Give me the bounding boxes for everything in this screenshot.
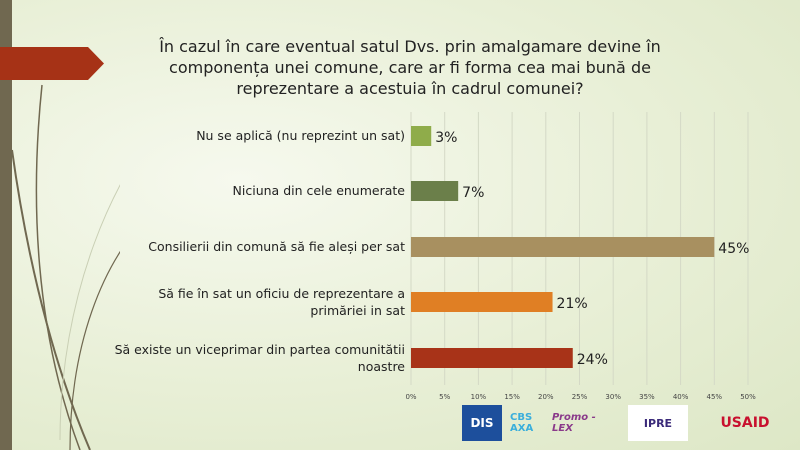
x-tick-label: 10% — [471, 393, 487, 401]
data-label: 21% — [557, 296, 588, 312]
x-tick-label: 15% — [504, 393, 520, 401]
data-label: 45% — [718, 241, 749, 257]
chart-title: În cazul în care eventual satul Dvs. pri… — [159, 37, 661, 98]
category-label: Să fie în sat un oficiu de reprezentare … — [158, 286, 405, 318]
bar — [411, 126, 432, 146]
x-tick-label: 5% — [439, 393, 450, 401]
usaid-logo: USAID — [720, 415, 770, 431]
bar — [411, 292, 553, 312]
x-tick-label: 35% — [639, 393, 655, 401]
category-label: Să existe un viceprimar din partea comun… — [114, 342, 405, 374]
dis-logo: DIS — [462, 405, 502, 441]
category-label: Consilierii din comună să fie aleși per … — [148, 239, 405, 254]
bar — [411, 181, 459, 201]
cbs-axa-logo: CBS AXA — [510, 412, 534, 434]
data-label: 7% — [462, 185, 484, 201]
decorative-curves — [11, 84, 120, 450]
data-label: 3% — [435, 130, 457, 146]
title-ribbon — [0, 47, 104, 80]
bar — [411, 348, 573, 368]
category-label: Nu se aplică (nu reprezint un sat) — [196, 128, 405, 143]
x-tick-label: 30% — [605, 393, 621, 401]
sidebar-stripe — [0, 0, 12, 450]
x-tick-label: 20% — [538, 393, 554, 401]
x-tick-label: 50% — [740, 393, 756, 401]
x-tick-label: 0% — [405, 393, 416, 401]
x-tick-label: 40% — [673, 393, 689, 401]
data-label: 24% — [577, 352, 608, 368]
promo-lex-logo: Promo - LEX — [552, 412, 596, 434]
x-tick-label: 45% — [707, 393, 723, 401]
bar — [411, 237, 715, 257]
ipre-logo: IPRE — [628, 405, 688, 441]
x-tick-label: 25% — [572, 393, 588, 401]
category-label: Niciuna din cele enumerate — [232, 183, 405, 198]
